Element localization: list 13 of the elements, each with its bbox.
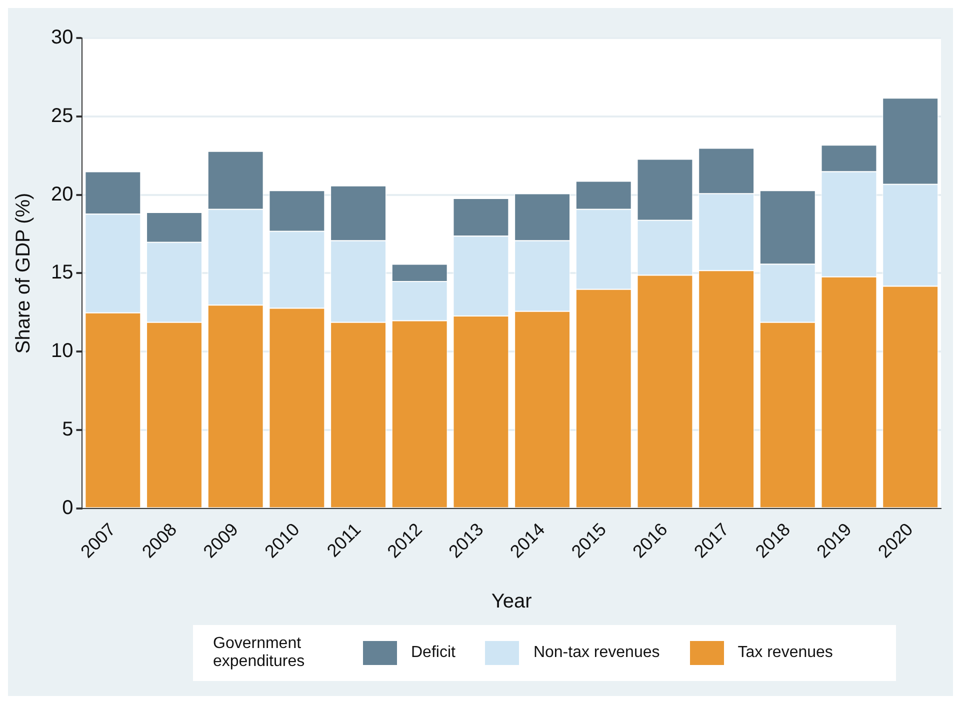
legend-title: Government expenditures [213, 635, 306, 671]
y-tick-label: 30 [50, 26, 74, 49]
legend-label: Non-tax revenues [533, 644, 660, 662]
y-tick-label: 20 [50, 183, 74, 206]
y-tick-label: 0 [62, 496, 74, 519]
x-axis-title: Year [491, 590, 532, 613]
legend-label: Deficit [411, 644, 456, 662]
y-axis-title: Share of GDP (%) [12, 192, 35, 354]
y-tick-label: 15 [50, 262, 74, 284]
y-tick-label: 25 [50, 104, 74, 127]
y-tick-label: 10 [50, 340, 74, 362]
y-tick-label: 5 [62, 418, 74, 441]
legend-label: Tax revenues [738, 644, 833, 662]
